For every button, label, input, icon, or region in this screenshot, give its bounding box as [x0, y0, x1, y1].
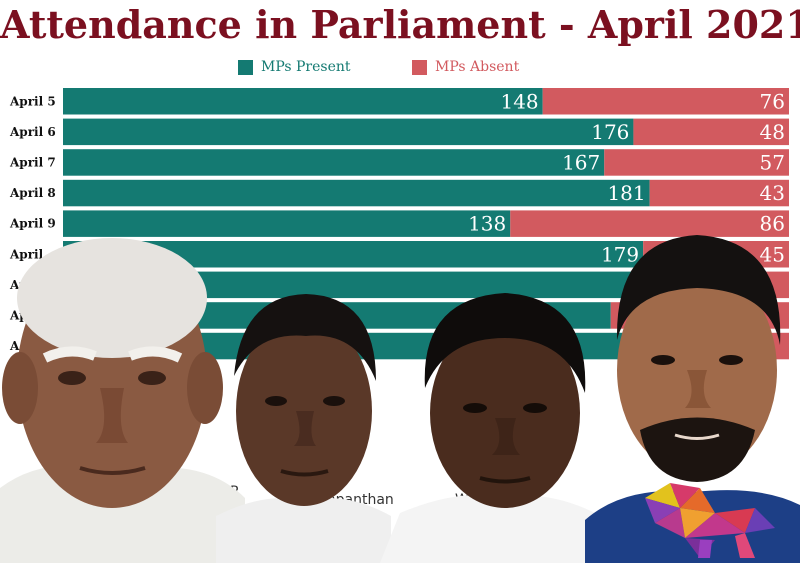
- legend-present-label: MPs Present: [261, 59, 351, 75]
- category-label-3: April 8: [9, 186, 56, 200]
- value-label-present-1: 176: [591, 120, 629, 144]
- value-label-present-0: 148: [500, 89, 538, 113]
- bar-absent-2: [604, 149, 789, 176]
- value-label-present-5: 179: [601, 242, 639, 266]
- category-label-2: April 7: [9, 155, 56, 169]
- chart-title: Attendance in Parliament - April 2021: [0, 2, 800, 47]
- photo-mp-4: [585, 230, 800, 563]
- value-label-absent-0: 76: [760, 89, 785, 113]
- value-label-present-2: 167: [562, 150, 600, 174]
- value-label-absent-3: 43: [760, 181, 785, 205]
- bar-present-0: [63, 88, 543, 115]
- category-label-1: April 6: [9, 125, 56, 139]
- photo-mp-2: [216, 286, 391, 563]
- legend-absent-swatch: [412, 59, 427, 75]
- value-label-present-4: 138: [468, 212, 506, 236]
- legend-absent: MPs Absent: [412, 57, 519, 77]
- category-label-0: April 5: [9, 94, 56, 108]
- bar-absent-4: [510, 210, 789, 237]
- photo-elderly-mp: [0, 228, 245, 563]
- bar-absent-3: [649, 179, 789, 207]
- category-label-4: April 9: [9, 217, 56, 231]
- value-label-absent-5: 45: [760, 242, 785, 266]
- category-label-5: April: [9, 247, 44, 261]
- photo-mp-3: [380, 283, 620, 563]
- legend-present-swatch: [238, 59, 253, 75]
- bar-present-4: [63, 210, 511, 237]
- bar-absent-0: [542, 88, 789, 115]
- bar-present-3: [63, 179, 650, 207]
- category-label-8: A: [9, 339, 20, 353]
- bar-present-1: [63, 118, 634, 146]
- legend-present: MPs Present: [238, 57, 351, 77]
- value-label-absent-1: 48: [760, 120, 785, 144]
- value-label-absent-2: 57: [760, 150, 785, 174]
- lion-logo: [645, 483, 775, 558]
- bar-present-2: [63, 149, 605, 176]
- value-label-absent-4: 86: [760, 212, 785, 236]
- value-label-present-3: 181: [607, 181, 645, 205]
- legend-absent-label: MPs Absent: [435, 59, 520, 75]
- bar-absent-1: [633, 118, 789, 146]
